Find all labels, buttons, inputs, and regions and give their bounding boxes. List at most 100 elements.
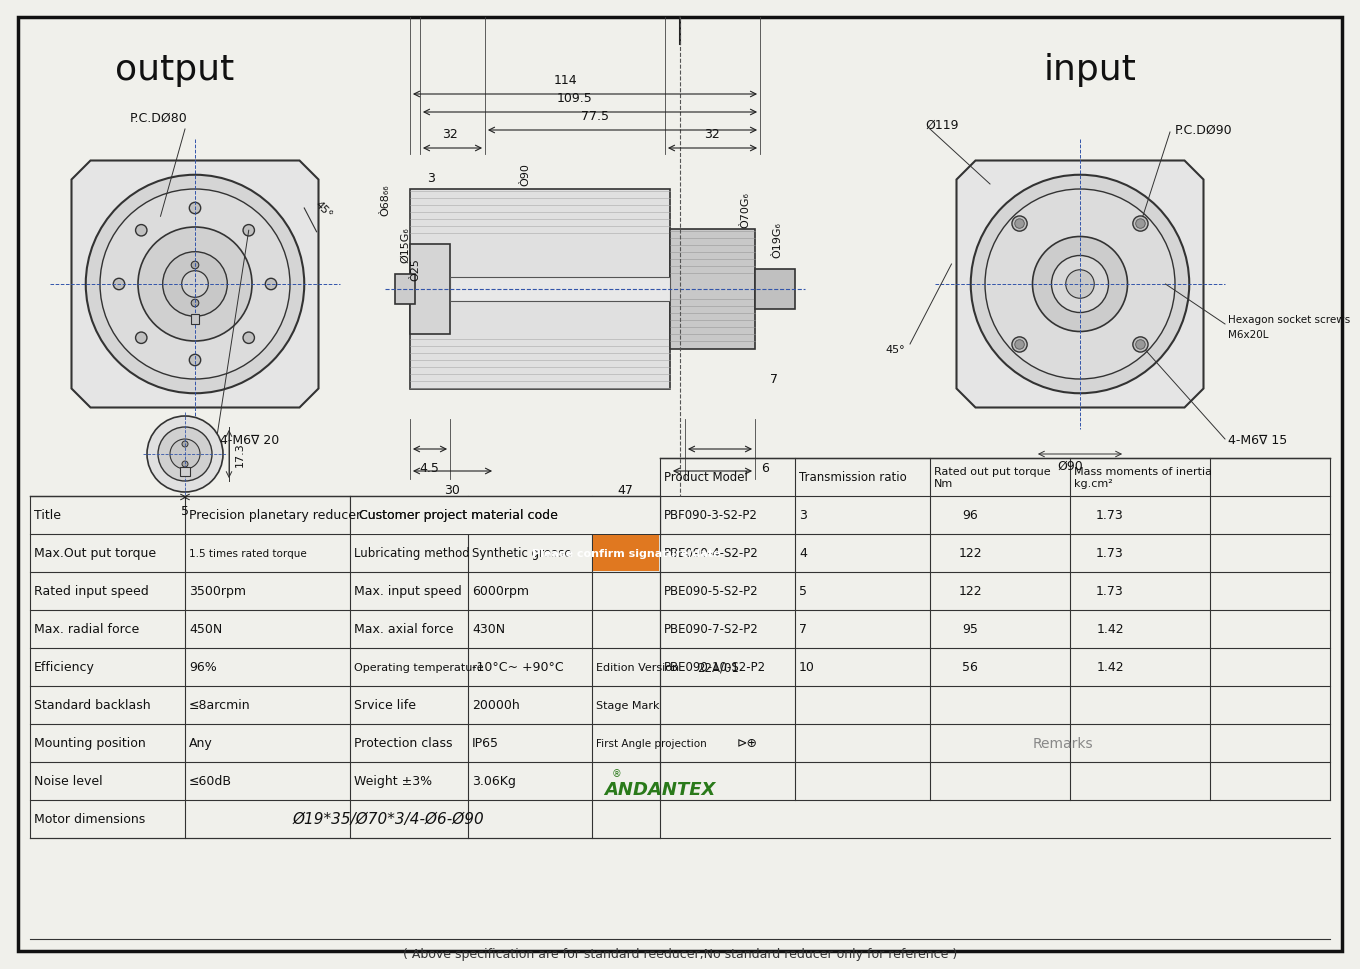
Text: 1.73: 1.73 <box>1096 585 1123 598</box>
Polygon shape <box>72 161 318 408</box>
Bar <box>670 230 755 350</box>
Text: 45°: 45° <box>313 200 335 220</box>
Text: Max. input speed: Max. input speed <box>354 585 462 598</box>
Text: Precision planetary reducer: Precision planetary reducer <box>189 509 362 522</box>
Circle shape <box>182 442 188 448</box>
Text: 1.73: 1.73 <box>1096 547 1123 560</box>
Text: ≤8arcmin: ≤8arcmin <box>189 699 250 712</box>
Text: Edition Version: Edition Version <box>596 663 679 672</box>
Text: PBF090-3-S2-P2: PBF090-3-S2-P2 <box>664 509 758 522</box>
Text: 4-M6∇ 20: 4-M6∇ 20 <box>220 433 279 446</box>
Text: 4.5: 4.5 <box>419 461 439 475</box>
Text: Title: Title <box>34 509 61 522</box>
Text: 22A/01: 22A/01 <box>698 661 738 673</box>
Text: IP65: IP65 <box>472 736 499 750</box>
Text: Ò70G₆: Ò70G₆ <box>740 192 749 228</box>
Bar <box>180 467 190 477</box>
Text: 30: 30 <box>445 484 460 496</box>
Text: input: input <box>1043 53 1137 87</box>
Text: 7: 7 <box>770 373 778 386</box>
Text: Remarks: Remarks <box>1032 736 1093 750</box>
Circle shape <box>136 226 147 236</box>
Text: 109.5: 109.5 <box>558 92 593 105</box>
Text: Ø19*35/Ø70*3/4-Ø6-Ø90: Ø19*35/Ø70*3/4-Ø6-Ø90 <box>292 812 484 827</box>
Text: Weight ±3%: Weight ±3% <box>354 774 432 788</box>
Text: Protection class: Protection class <box>354 736 453 750</box>
Text: 6000rpm: 6000rpm <box>472 585 529 598</box>
Text: Max. axial force: Max. axial force <box>354 623 453 636</box>
Text: 430N: 430N <box>472 623 505 636</box>
Text: ®: ® <box>612 768 622 779</box>
Circle shape <box>985 190 1175 380</box>
Bar <box>350 497 468 535</box>
Text: 6: 6 <box>762 461 768 475</box>
Text: 122: 122 <box>959 585 982 598</box>
Circle shape <box>1015 340 1024 350</box>
Text: -10°C~ +90°C: -10°C~ +90°C <box>472 661 563 673</box>
Text: 95: 95 <box>962 623 978 636</box>
Text: 1.5 times rated torque: 1.5 times rated torque <box>189 548 307 558</box>
Text: 122: 122 <box>959 547 982 560</box>
Text: 114: 114 <box>554 74 577 87</box>
Text: Product Model: Product Model <box>664 471 748 484</box>
Text: 32: 32 <box>442 128 458 141</box>
Bar <box>192 315 199 325</box>
Text: Customer project material code: Customer project material code <box>359 509 558 522</box>
Text: Stage Mark: Stage Mark <box>596 701 660 710</box>
Circle shape <box>1136 220 1145 229</box>
Circle shape <box>192 262 199 269</box>
Text: 77.5: 77.5 <box>581 109 609 123</box>
Text: Rated input speed: Rated input speed <box>34 585 148 598</box>
Text: Motor dimensions: Motor dimensions <box>34 813 146 826</box>
Bar <box>409 190 670 390</box>
Circle shape <box>182 271 208 298</box>
Text: PBE090-5-S2-P2: PBE090-5-S2-P2 <box>664 585 759 598</box>
Text: Efficiency: Efficiency <box>34 661 95 673</box>
Text: 10: 10 <box>800 661 815 673</box>
Bar <box>592 497 660 535</box>
Bar <box>593 536 660 572</box>
Circle shape <box>147 417 223 492</box>
Text: 45°: 45° <box>885 345 904 355</box>
Text: PBE090-10-S2-P2: PBE090-10-S2-P2 <box>664 661 766 673</box>
Text: ⊳⊕: ⊳⊕ <box>737 736 758 750</box>
Text: 32: 32 <box>704 128 719 141</box>
Text: PBE090-4-S2-P2: PBE090-4-S2-P2 <box>664 547 759 560</box>
Text: ≤60dB: ≤60dB <box>189 774 233 788</box>
Circle shape <box>158 427 212 482</box>
Text: Ò25: Ò25 <box>409 259 420 281</box>
Circle shape <box>971 175 1189 393</box>
Text: Ò90: Ò90 <box>520 164 530 186</box>
Text: 47: 47 <box>617 484 632 496</box>
Text: PBE090-7-S2-P2: PBE090-7-S2-P2 <box>664 623 759 636</box>
Text: First Angle projection: First Angle projection <box>596 738 707 748</box>
Text: 450N: 450N <box>189 623 222 636</box>
Text: 1.42: 1.42 <box>1096 623 1123 636</box>
Circle shape <box>1015 220 1024 229</box>
Text: Lubricating method: Lubricating method <box>354 547 469 560</box>
Text: Hexagon socket screws: Hexagon socket screws <box>1228 315 1350 325</box>
Circle shape <box>189 203 201 214</box>
Text: Max. radial force: Max. radial force <box>34 623 139 636</box>
Circle shape <box>182 461 188 467</box>
Bar <box>394 275 415 304</box>
Bar <box>409 245 450 334</box>
Text: 4: 4 <box>800 547 806 560</box>
Text: ( Above specification are for standard reeducer,No standard reducer only for ref: ( Above specification are for standard r… <box>403 948 957 960</box>
Text: Max.Out put torque: Max.Out put torque <box>34 547 156 560</box>
Text: 17.3: 17.3 <box>235 442 245 467</box>
Text: 3: 3 <box>800 509 806 522</box>
Circle shape <box>136 332 147 344</box>
Text: Transmission ratio: Transmission ratio <box>800 471 907 484</box>
Circle shape <box>1133 217 1148 232</box>
Text: ANDANTEX: ANDANTEX <box>604 781 715 798</box>
Text: 3: 3 <box>427 172 435 184</box>
Circle shape <box>137 228 252 342</box>
Text: Customer project material code: Customer project material code <box>359 509 558 522</box>
Circle shape <box>192 299 199 307</box>
Circle shape <box>243 226 254 236</box>
Text: Ø15G₆: Ø15G₆ <box>400 227 409 263</box>
Text: Please confirm signature/date: Please confirm signature/date <box>532 548 721 558</box>
Circle shape <box>189 355 201 366</box>
Text: P.C.DØ90: P.C.DØ90 <box>1175 123 1232 137</box>
